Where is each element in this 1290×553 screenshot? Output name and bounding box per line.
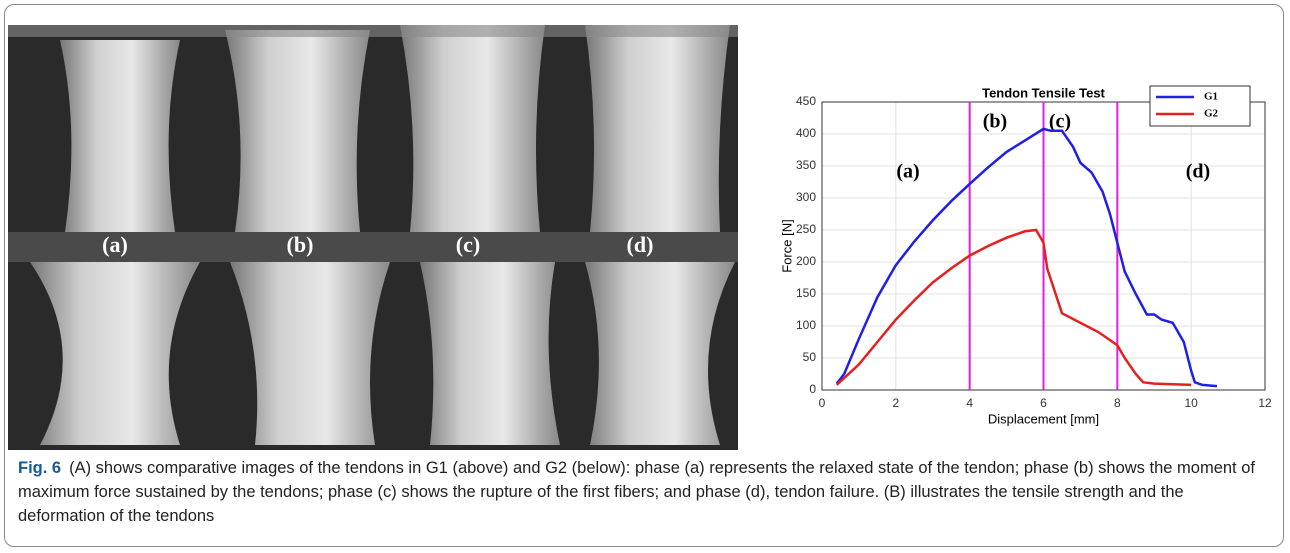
x-tick-label: 10 [1184, 396, 1198, 410]
legend-label: G1 [1204, 91, 1218, 103]
photo-panel [8, 25, 738, 450]
y-tick-label: 50 [803, 350, 817, 364]
caption: Fig. 6 (A) shows comparative images of th… [18, 456, 1273, 528]
x-tick-label: 8 [1114, 396, 1121, 410]
chart-title: Tendon Tensile Test [982, 85, 1105, 100]
figure-frame [4, 4, 1284, 547]
y-tick-label: 0 [809, 382, 816, 396]
x-axis-label: Displacement [mm] [988, 411, 1099, 426]
caption-text: (A) shows comparative images of the tend… [18, 459, 1255, 525]
x-tick-label: 12 [1258, 396, 1272, 410]
y-tick-label: 100 [796, 318, 816, 332]
y-axis-label: Force [N] [779, 219, 794, 272]
phase-annotation: (b) [983, 111, 1007, 133]
photo-label: (d) [627, 232, 654, 257]
phase-annotation: (d) [1186, 161, 1210, 183]
phase-annotation: (c) [1049, 111, 1071, 133]
x-tick-label: 4 [966, 396, 973, 410]
series-line [835, 127, 1218, 388]
x-tick-label: 0 [819, 396, 826, 410]
photo-label: (c) [456, 232, 480, 257]
y-tick-label: 200 [796, 254, 816, 268]
phase-annotation: (a) [896, 161, 919, 183]
legend-label: G2 [1204, 108, 1219, 120]
y-tick-label: 450 [796, 94, 816, 108]
caption-label: Fig. 6 [18, 459, 62, 477]
figure: (a) (b) (c) (d) 0 50 100 150 200 250 300 350 400 450 0… [8, 25, 1272, 450]
legend-box [1149, 85, 1251, 127]
y-tick-label: 150 [796, 286, 816, 300]
x-tick-label: 6 [1040, 396, 1047, 410]
photo-label: (a) [102, 232, 128, 257]
y-tick-label: 400 [796, 126, 816, 140]
photo-label: (b) [287, 232, 314, 257]
y-tick-label: 250 [796, 222, 816, 236]
y-tick-label: 350 [796, 158, 816, 172]
y-tick-label: 300 [796, 190, 816, 204]
series-line [835, 228, 1192, 387]
x-tick-label: 2 [892, 396, 899, 410]
